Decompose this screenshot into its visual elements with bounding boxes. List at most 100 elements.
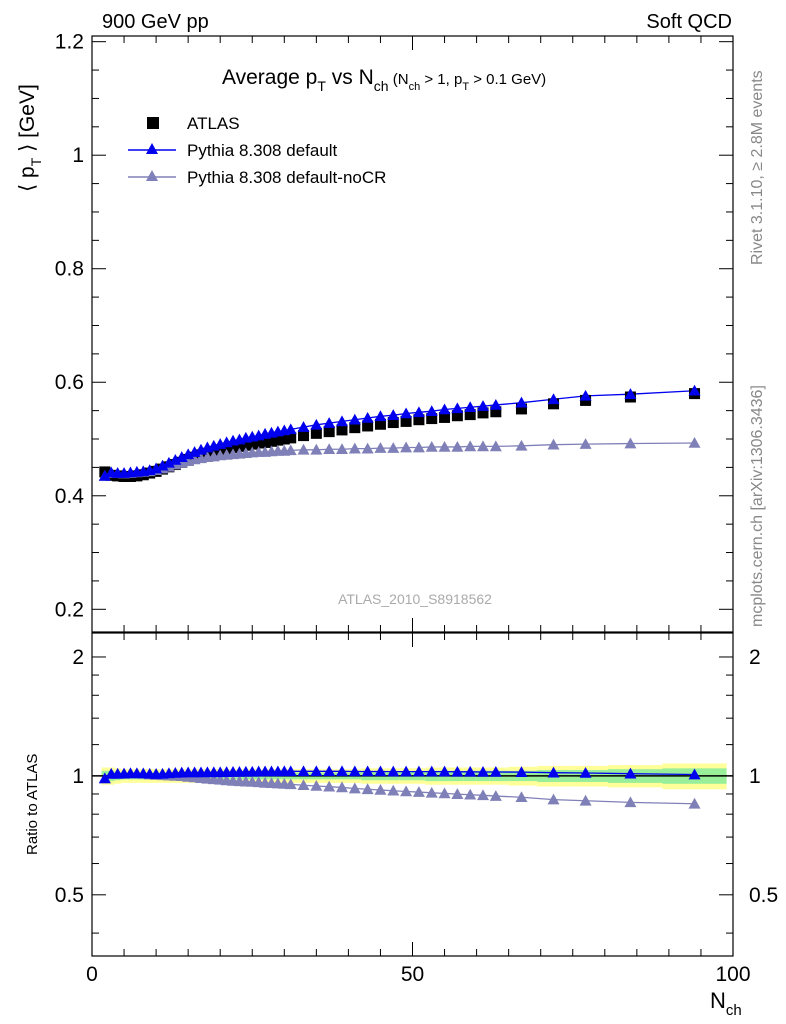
default-data-point <box>175 451 188 462</box>
default-data-point <box>162 456 175 468</box>
noCR-ratio-point <box>323 780 336 792</box>
noCR-data-point <box>284 444 297 456</box>
main-y-tick-label: 1 <box>72 144 84 167</box>
default-data-point <box>547 393 560 405</box>
x-tick-label: 50 <box>401 963 424 986</box>
default-ratio-point <box>547 766 560 778</box>
default-ratio-point <box>579 767 592 778</box>
legend-atlas-label: ATLAS <box>187 114 240 133</box>
noCR-ratio-point <box>579 794 592 806</box>
main-y-tick-label: 0.8 <box>55 258 84 281</box>
default-ratio-point <box>98 772 111 784</box>
noCR-data-point <box>579 438 592 449</box>
default-data-point <box>361 412 374 423</box>
ratio-y-tick-label-right: 1 <box>749 765 761 788</box>
legend: ATLAS Pythia 8.308 default Pythia 8.308 … <box>128 114 386 187</box>
noCR-ratio-point <box>438 787 451 799</box>
noCR-data-point <box>451 440 464 452</box>
default-data-point <box>348 413 361 425</box>
ratio-panel-frame <box>91 632 734 957</box>
rivet-info: Rivet 3.1.10, ≥ 2.8M events <box>749 70 766 265</box>
default-ratio-point <box>284 765 297 777</box>
default-data-point <box>438 403 451 415</box>
default-ratio-point <box>310 765 323 777</box>
atlas-data-point <box>349 422 361 434</box>
atlas-data-point <box>221 443 233 455</box>
noCR-data-point <box>387 442 400 453</box>
noCR-data-point <box>624 437 637 449</box>
atlas-data-point <box>439 411 451 423</box>
main-y-tick-label: 0.6 <box>55 371 84 394</box>
default-ratio-point <box>297 765 310 777</box>
noCR-ratio-point <box>451 788 464 799</box>
atlas-data-point <box>233 440 245 452</box>
default-data-point <box>387 409 400 420</box>
atlas-data-point <box>259 436 271 448</box>
default-ratio-point <box>361 765 374 777</box>
atlas-data-point <box>240 439 252 451</box>
atlas-data-point <box>253 437 265 449</box>
legend-default-label: Pythia 8.308 default <box>187 141 338 160</box>
x-axis-ticks: 0 50 100 <box>86 36 751 986</box>
default-data-point <box>477 400 490 411</box>
default-data-point <box>323 417 336 428</box>
noCR-data-point <box>515 439 528 451</box>
main-panel-marks <box>98 384 701 482</box>
atlas-data-point <box>310 427 322 439</box>
atlas-data-point <box>285 432 297 444</box>
noCR-ratio-point <box>489 790 502 801</box>
atlas-data-point <box>362 420 374 432</box>
ratio-y-tick-label: 0.5 <box>55 884 84 907</box>
default-data-point <box>150 462 163 474</box>
default-data-point <box>400 407 413 419</box>
atlas-data-point <box>265 435 277 447</box>
noCR-ratio-point <box>547 793 560 805</box>
noCR-data-point <box>477 440 490 452</box>
default-data-point <box>515 396 528 408</box>
noCR-data-point <box>438 440 451 452</box>
noCR-ratio-point <box>515 791 528 803</box>
noCR-data-point <box>310 443 323 455</box>
atlas-data-point <box>464 409 476 421</box>
atlas-data-point <box>278 433 290 445</box>
default-ratio-point <box>387 765 400 777</box>
noCR-ratio-point <box>387 784 400 796</box>
noCR-ratio-point <box>335 781 348 793</box>
noCR-data-point <box>323 443 336 455</box>
default-data-point <box>425 405 438 416</box>
default-ratio-point <box>335 765 348 777</box>
noCR-data-point <box>412 441 425 453</box>
noCR-ratio-point <box>400 785 413 797</box>
default-ratio-point <box>323 765 336 777</box>
x-tick-label: 0 <box>86 963 98 986</box>
noCR-data-point <box>489 440 502 452</box>
noCR-data-point <box>400 441 413 453</box>
atlas-data-point <box>298 430 310 442</box>
noCR-data-point <box>361 442 374 454</box>
header-right: Soft QCD <box>646 11 732 33</box>
noCR-ratio-point <box>624 796 637 808</box>
atlas-data-point <box>323 426 335 438</box>
default-data-point <box>156 459 169 471</box>
atlas-data-point <box>400 415 412 427</box>
atlas-data-point <box>272 434 284 446</box>
atlas-data-point <box>490 406 502 418</box>
noCR-ratio-point <box>464 788 477 800</box>
noCR-data-point <box>464 440 477 452</box>
default-data-point <box>688 384 701 396</box>
default-data-point <box>297 421 310 432</box>
ratio-y-tick-label: 1 <box>72 765 84 788</box>
main-axis-ticks: 0.2 0.4 0.6 0.8 1 1.2 <box>55 31 733 621</box>
default-ratio-point <box>438 765 451 777</box>
default-ratio-point <box>425 765 438 777</box>
atlas-data-point <box>451 410 463 422</box>
plot-title: Average pT vs Nch (Nch > 1, pT > 0.1 GeV… <box>222 66 546 94</box>
noCR-ratio-point <box>374 784 387 795</box>
atlas-data-point <box>374 418 386 430</box>
analysis-watermark: ATLAS_2010_S8918562 <box>338 591 492 607</box>
atlas-data-point <box>246 438 258 450</box>
noCR-ratio-point <box>425 786 438 798</box>
default-data-point <box>412 406 425 418</box>
main-y-axis-label: ⟨ pT ⟩ [GeV] <box>16 84 44 192</box>
